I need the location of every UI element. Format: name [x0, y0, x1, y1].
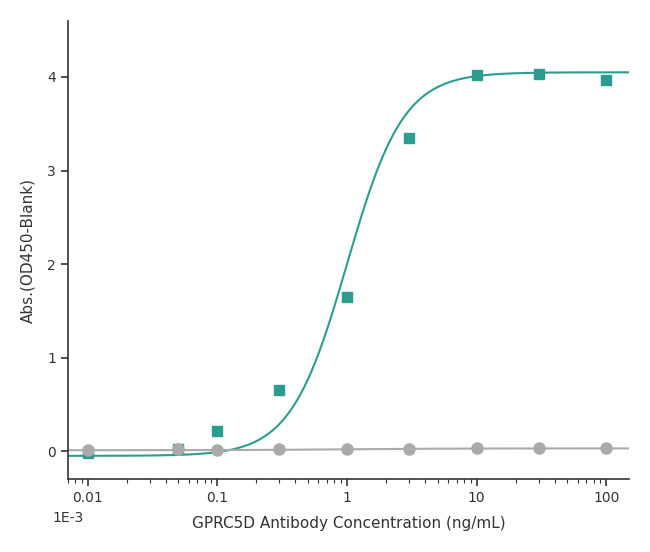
Y-axis label: Abs.(OD450-Blank): Abs.(OD450-Blank): [21, 178, 36, 322]
X-axis label: GPRC5D Antibody Concentration (ng/mL): GPRC5D Antibody Concentration (ng/mL): [192, 516, 505, 531]
Text: 1E-3: 1E-3: [52, 511, 83, 526]
